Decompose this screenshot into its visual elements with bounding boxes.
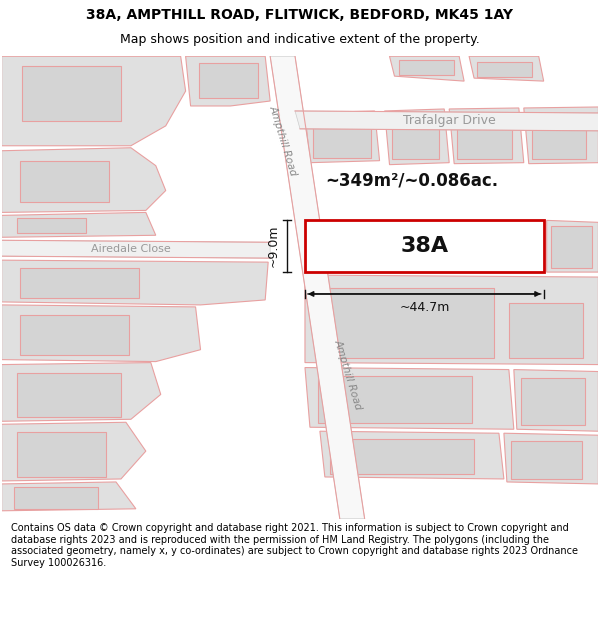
Bar: [511, 441, 583, 479]
Polygon shape: [305, 368, 514, 429]
Bar: [17, 432, 106, 477]
Bar: [22, 66, 121, 121]
Bar: [509, 303, 583, 358]
Text: Ampthill Road: Ampthill Road: [268, 104, 299, 177]
Polygon shape: [2, 260, 268, 305]
Polygon shape: [524, 107, 598, 164]
Polygon shape: [2, 362, 161, 421]
Text: ~44.7m: ~44.7m: [399, 301, 449, 314]
Polygon shape: [504, 433, 598, 484]
Text: Trafalgar Drive: Trafalgar Drive: [403, 114, 496, 128]
Bar: [17, 218, 86, 233]
Polygon shape: [305, 111, 380, 162]
Bar: [20, 315, 129, 354]
Text: Map shows position and indicative extent of the property.: Map shows position and indicative extent…: [120, 33, 480, 46]
Bar: [199, 63, 258, 98]
Text: ~9.0m: ~9.0m: [266, 225, 280, 268]
Polygon shape: [469, 56, 544, 81]
Text: 38A: 38A: [400, 236, 448, 256]
Bar: [17, 372, 121, 418]
Polygon shape: [385, 109, 449, 164]
Polygon shape: [514, 369, 598, 431]
Bar: [330, 439, 474, 474]
Polygon shape: [185, 56, 270, 106]
Bar: [551, 226, 592, 268]
Polygon shape: [2, 422, 146, 481]
Polygon shape: [270, 56, 365, 519]
Bar: [315, 288, 494, 357]
Bar: [20, 268, 139, 298]
Polygon shape: [389, 56, 464, 81]
Polygon shape: [305, 275, 598, 364]
Text: Contains OS data © Crown copyright and database right 2021. This information is : Contains OS data © Crown copyright and d…: [11, 523, 578, 568]
Polygon shape: [2, 148, 166, 213]
Text: Ampthill Road: Ampthill Road: [332, 338, 363, 411]
Polygon shape: [2, 482, 136, 511]
Bar: [532, 117, 586, 159]
Polygon shape: [295, 111, 598, 131]
Bar: [521, 378, 586, 425]
Polygon shape: [449, 108, 524, 164]
Text: Airedale Close: Airedale Close: [91, 244, 171, 254]
Bar: [392, 119, 439, 159]
Polygon shape: [547, 221, 598, 272]
Bar: [400, 60, 454, 75]
Bar: [318, 376, 472, 423]
Bar: [313, 118, 371, 158]
Bar: [457, 117, 512, 159]
Polygon shape: [2, 56, 185, 146]
Bar: [477, 62, 532, 77]
Polygon shape: [2, 240, 270, 258]
Polygon shape: [320, 431, 504, 479]
Bar: [14, 487, 98, 509]
Polygon shape: [2, 213, 156, 238]
Bar: [305, 221, 544, 272]
Polygon shape: [2, 305, 200, 362]
Text: ~349m²/~0.086ac.: ~349m²/~0.086ac.: [325, 172, 498, 189]
Text: 38A, AMPTHILL ROAD, FLITWICK, BEDFORD, MK45 1AY: 38A, AMPTHILL ROAD, FLITWICK, BEDFORD, M…: [86, 8, 514, 22]
Bar: [20, 161, 109, 202]
